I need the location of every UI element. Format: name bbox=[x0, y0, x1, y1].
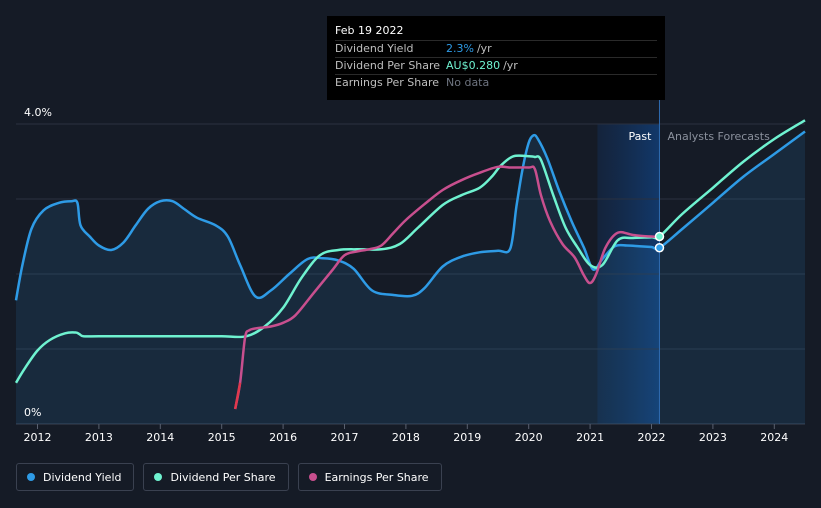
tooltip-unit: /yr bbox=[503, 59, 518, 72]
legend-label: Dividend Per Share bbox=[170, 470, 276, 484]
y-bottom-label: 0% bbox=[24, 406, 41, 419]
tooltip-row-earnings-per-share: Earnings Per Share No data bbox=[335, 74, 657, 91]
legend-label: Earnings Per Share bbox=[324, 470, 429, 484]
tooltip-value: No data bbox=[446, 76, 490, 89]
x-tick-label: 2019 bbox=[453, 431, 481, 444]
x-tick-label: 2016 bbox=[269, 431, 297, 444]
tooltip: Feb 19 2022 Dividend Yield 2.3% /yr Divi… bbox=[327, 16, 665, 100]
x-tick-label: 2018 bbox=[392, 431, 420, 444]
tooltip-unit: /yr bbox=[476, 42, 492, 55]
tooltip-label: Earnings Per Share bbox=[335, 76, 440, 89]
x-tick-label: 2013 bbox=[85, 431, 113, 444]
legend-item-dividend-per-share[interactable]: Dividend Per Share bbox=[143, 463, 289, 491]
x-tick-label: 2015 bbox=[208, 431, 236, 444]
dividend-yield-area bbox=[16, 131, 805, 424]
dividend-per-share-line bbox=[14, 119, 806, 384]
legend-item-earnings-per-share[interactable]: Earnings Per Share bbox=[297, 463, 442, 491]
dividend-yield-marker bbox=[654, 243, 665, 253]
x-tick-label: 2024 bbox=[760, 431, 788, 444]
x-tick-label: 2017 bbox=[330, 431, 358, 444]
tooltip-row-dividend-yield: Dividend Yield 2.3% /yr bbox=[335, 40, 657, 57]
series-fills bbox=[16, 131, 805, 424]
earnings-per-share-start-segment bbox=[233, 382, 242, 410]
legend-dot-icon bbox=[308, 473, 317, 481]
x-tick-label: 2020 bbox=[515, 431, 543, 444]
x-tick-label: 2022 bbox=[637, 431, 665, 444]
dividend-yield-line bbox=[14, 130, 806, 301]
legend: Dividend Yield Dividend Per Share Earnin… bbox=[16, 463, 442, 491]
tooltip-label: Dividend Per Share bbox=[335, 59, 441, 72]
legend-dot-icon bbox=[27, 473, 35, 481]
forecast-label: Analysts Forecasts bbox=[667, 130, 770, 143]
series-markers bbox=[654, 231, 665, 253]
x-axis-ticks: 2012 2013 2014 2015 2016 2017 2018 2019 2020 2021… bbox=[23, 424, 788, 444]
legend-label: Dividend Yield bbox=[43, 470, 122, 484]
x-tick-label: 2014 bbox=[146, 431, 174, 444]
tooltip-value: AU$0.280 bbox=[446, 59, 501, 72]
dividend-per-share-marker bbox=[654, 231, 665, 242]
y-gridlines bbox=[16, 123, 805, 425]
x-tick-label: 2021 bbox=[576, 431, 604, 444]
y-top-label: 4.0% bbox=[24, 106, 52, 119]
tooltip-label: Dividend Yield bbox=[335, 42, 414, 55]
tooltip-date: Feb 19 2022 bbox=[335, 24, 404, 37]
series-lines bbox=[14, 119, 806, 410]
x-tick-label: 2023 bbox=[699, 431, 727, 444]
x-tick-label: 2012 bbox=[23, 431, 51, 444]
tooltip-value: 2.3% bbox=[446, 42, 474, 55]
earnings-per-share-line bbox=[233, 165, 660, 410]
legend-item-dividend-yield[interactable]: Dividend Yield bbox=[16, 463, 135, 491]
legend-dot-icon bbox=[154, 473, 163, 481]
tooltip-row-dividend-per-share: Dividend Per Share AU$0.280 /yr bbox=[335, 57, 657, 74]
past-label: Past bbox=[629, 130, 653, 143]
